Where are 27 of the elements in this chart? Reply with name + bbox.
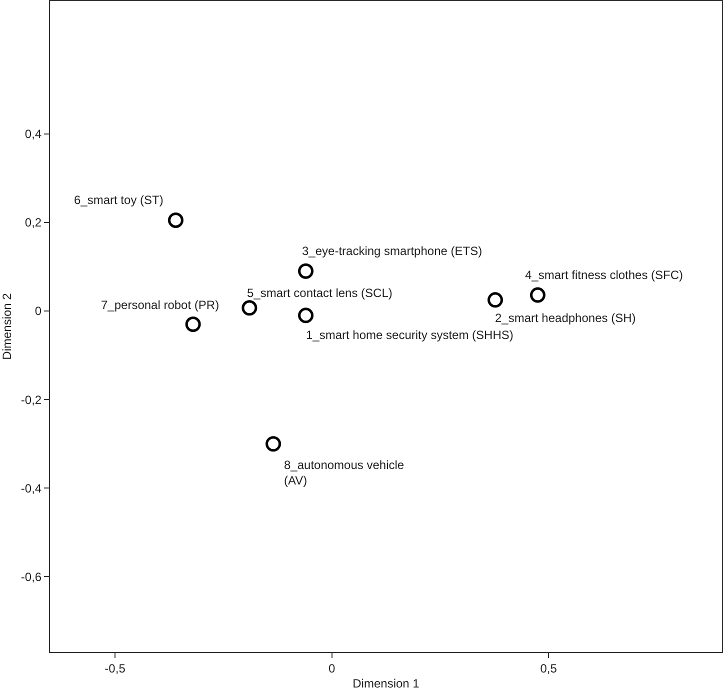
annotation: 7_personal robot (PR) <box>101 298 220 312</box>
x-tick-label: 0 <box>328 661 336 676</box>
annotation: 4_smart fitness clothes (SFC) <box>525 268 684 282</box>
point <box>242 300 258 316</box>
point <box>168 212 184 228</box>
point <box>530 287 546 303</box>
point <box>185 316 201 332</box>
x-tick-label: 0,5 <box>540 661 558 676</box>
x-axis-title: Dimension 1 <box>352 676 420 690</box>
annotation: 2_smart headphones (SH) <box>495 311 636 325</box>
y-tick-label: -0,2 <box>20 392 42 407</box>
point <box>266 436 282 452</box>
annotation: 8_autonomous vehicle (AV) <box>284 458 404 488</box>
y-tick-label: 0 <box>34 304 42 318</box>
annotation: 3_eye-tracking smartphone (ETS) <box>302 244 482 258</box>
y-tick-label: -0,6 <box>20 570 42 584</box>
y-axis-title: Dimension 2 <box>0 292 14 360</box>
x-tick-label: -0,5 <box>104 661 126 676</box>
y-tick-label: -0,4 <box>20 481 42 496</box>
point <box>298 308 314 324</box>
point <box>488 292 503 308</box>
y-tick-label: 0,4 <box>24 127 42 142</box>
annotation: 1_smart home security system (SHHS) <box>306 328 514 342</box>
y-tick-label: 0,2 <box>24 216 42 230</box>
point <box>298 263 314 279</box>
annotation: 6_smart toy (ST) <box>74 193 164 207</box>
annotation: 5_smart contact lens (SCL) <box>247 286 392 300</box>
